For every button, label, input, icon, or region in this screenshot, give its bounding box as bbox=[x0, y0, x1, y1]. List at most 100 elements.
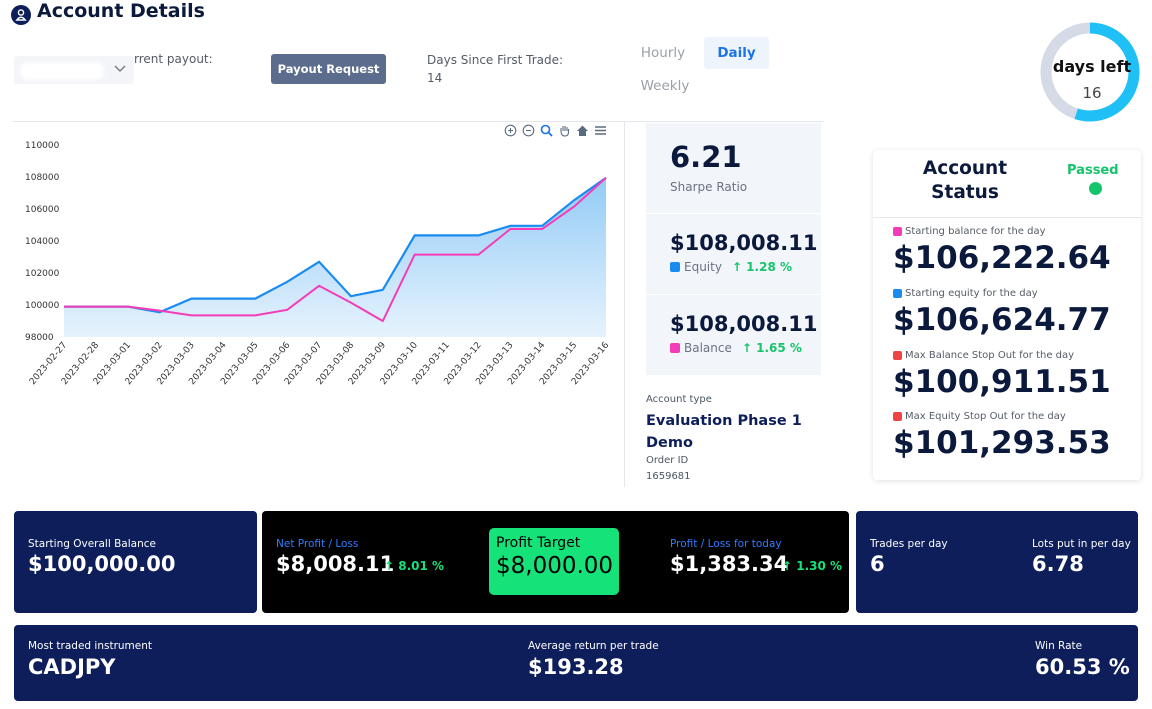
equity-value: $108,008.11 bbox=[670, 231, 818, 255]
account-user-icon bbox=[11, 5, 31, 25]
payout-request-button[interactable]: Payout Request bbox=[271, 54, 386, 84]
status-divider bbox=[873, 217, 1141, 218]
balance-legend-label: Balance bbox=[684, 341, 732, 355]
balance-value: $108,008.11 bbox=[670, 312, 818, 336]
max-equity-stopout-text: Max Equity Stop Out for the day bbox=[905, 411, 1066, 422]
lots-per-day-value: 6.78 bbox=[1032, 552, 1084, 576]
home-icon[interactable] bbox=[575, 123, 590, 138]
order-id-value: 1659681 bbox=[646, 471, 691, 482]
balance-series-line bbox=[64, 177, 607, 323]
equity-pct-change: ↑ 1.28 % bbox=[731, 260, 792, 274]
max-balance-stopout-label: Max Balance Stop Out for the day bbox=[893, 350, 1074, 361]
max-equity-stopout-swatch bbox=[893, 412, 902, 421]
chart-top-divider bbox=[12, 121, 824, 122]
max-equity-stopout-label: Max Equity Stop Out for the day bbox=[893, 411, 1066, 422]
starting-equity-day-label: Starting equity for the day bbox=[893, 288, 1038, 299]
days-left-value: 16 bbox=[1082, 84, 1102, 102]
account-type-label: Account type bbox=[646, 394, 712, 405]
equity-area-fill bbox=[64, 177, 606, 337]
status-indicator-dot bbox=[1089, 182, 1102, 195]
magnify-icon[interactable] bbox=[539, 123, 554, 138]
days-first-trade-label: Days Since First Trade: bbox=[427, 53, 564, 67]
pan-hand-icon[interactable] bbox=[557, 123, 572, 138]
starting-balance-swatch bbox=[893, 227, 902, 236]
y-tick-label: 108000 bbox=[25, 173, 60, 183]
max-balance-stopout-text: Max Balance Stop Out for the day bbox=[905, 350, 1075, 361]
trades-card bbox=[856, 511, 1138, 613]
days-first-trade-value: 14 bbox=[427, 71, 443, 85]
column-divider bbox=[624, 122, 625, 487]
equity-legend-label: Equity bbox=[684, 260, 722, 274]
equity-legend-swatch bbox=[670, 262, 680, 272]
today-profit-label: Profit / Loss for today bbox=[670, 538, 782, 550]
starting-balance-day-label: Starting balance for the day bbox=[893, 226, 1046, 237]
balance-pct-change: ↑ 1.65 % bbox=[741, 341, 802, 355]
account-status-title: Account Status bbox=[922, 158, 1008, 203]
order-id-label: Order ID bbox=[646, 455, 689, 466]
starting-equity-day-value: $106,624.77 bbox=[893, 302, 1111, 338]
trades-per-day-label: Trades per day bbox=[870, 538, 948, 550]
tab-daily[interactable]: Daily bbox=[704, 37, 769, 69]
current-payout-label: rrent payout: bbox=[134, 52, 213, 66]
equity-balance-chart: 110000 108000 106000 104000 102000 100000 9800… bbox=[25, 141, 611, 387]
starting-overall-balance-label: Starting Overall Balance bbox=[28, 538, 156, 550]
starting-equity-day-text: Starting equity for the day bbox=[905, 288, 1038, 299]
starting-overall-balance-value: $100,000.00 bbox=[28, 552, 176, 576]
tab-weekly[interactable]: Weekly bbox=[640, 78, 690, 94]
today-profit-pct: ↑ 1.30 % bbox=[782, 559, 843, 573]
avg-return-value: $193.28 bbox=[528, 655, 624, 679]
equity-legend: Equity ↑ 1.28 % bbox=[670, 260, 792, 274]
balance-card: $108,008.11 Balance ↑ 1.65 % bbox=[646, 295, 821, 375]
win-rate-label: Win Rate bbox=[1035, 640, 1083, 652]
days-left-ring bbox=[1040, 22, 1140, 122]
equity-card: $108,008.11 Equity ↑ 1.28 % bbox=[646, 214, 821, 294]
most-traded-label: Most traded instrument bbox=[28, 640, 152, 652]
y-tick-label: 104000 bbox=[25, 237, 60, 247]
y-tick-label: 100000 bbox=[25, 301, 60, 311]
days-left-ring-progress bbox=[1040, 22, 1140, 122]
max-balance-stopout-swatch bbox=[893, 351, 902, 360]
y-tick-label: 110000 bbox=[25, 141, 60, 151]
most-traded-value: CADJPY bbox=[28, 655, 116, 679]
y-tick-label: 102000 bbox=[25, 269, 60, 279]
days-left-label: days left bbox=[1052, 57, 1132, 76]
max-balance-stopout-value: $100,911.51 bbox=[893, 364, 1111, 400]
balance-legend-swatch bbox=[670, 343, 680, 353]
account-select[interactable] bbox=[14, 56, 134, 84]
account-select-value bbox=[20, 62, 104, 80]
today-profit-value: $1,383.34 bbox=[670, 552, 789, 576]
page-title: Account Details bbox=[37, 0, 205, 22]
starting-balance-card bbox=[14, 511, 257, 613]
y-tick-label: 106000 bbox=[25, 205, 60, 215]
profit-target-box bbox=[489, 528, 619, 595]
chart-toolbar bbox=[503, 123, 608, 138]
sharpe-ratio-label: Sharpe Ratio bbox=[670, 180, 748, 194]
starting-balance-day-text: Starting balance for the day bbox=[905, 226, 1046, 237]
net-profit-pct: ↑ 8.01 % bbox=[384, 559, 445, 573]
starting-equity-swatch bbox=[893, 289, 902, 298]
net-profit-value: $8,008.11 bbox=[276, 552, 395, 576]
trading-stats-card bbox=[14, 625, 1138, 701]
equity-series-line bbox=[64, 176, 607, 314]
trades-per-day-value: 6 bbox=[870, 552, 885, 576]
balance-legend: Balance ↑ 1.65 % bbox=[670, 341, 802, 355]
chevron-down-icon bbox=[112, 60, 128, 80]
avg-return-label: Average return per trade bbox=[528, 640, 659, 652]
profit-target-value: $8,000.00 bbox=[496, 553, 614, 579]
sharpe-ratio-value: 6.21 bbox=[670, 140, 742, 174]
starting-balance-day-value: $106,222.64 bbox=[893, 240, 1111, 276]
menu-icon[interactable] bbox=[593, 123, 608, 138]
lots-per-day-label: Lots put in per day bbox=[1032, 538, 1131, 550]
tab-hourly[interactable]: Hourly bbox=[640, 45, 686, 61]
zoom-in-icon[interactable] bbox=[503, 123, 518, 138]
sharpe-ratio-card: 6.21 Sharpe Ratio bbox=[646, 123, 821, 213]
profit-target-label: Profit Target bbox=[496, 535, 581, 551]
account-status-card bbox=[873, 150, 1141, 480]
account-type-value: Evaluation Phase 1 Demo bbox=[646, 413, 802, 451]
max-equity-stopout-value: $101,293.53 bbox=[893, 425, 1111, 461]
zoom-out-icon[interactable] bbox=[521, 123, 536, 138]
win-rate-value: 60.53 % bbox=[1035, 655, 1130, 679]
net-profit-label: Net Profit / Loss bbox=[276, 538, 359, 550]
status-badge: Passed bbox=[1067, 163, 1119, 178]
y-tick-label: 98000 bbox=[25, 333, 54, 343]
